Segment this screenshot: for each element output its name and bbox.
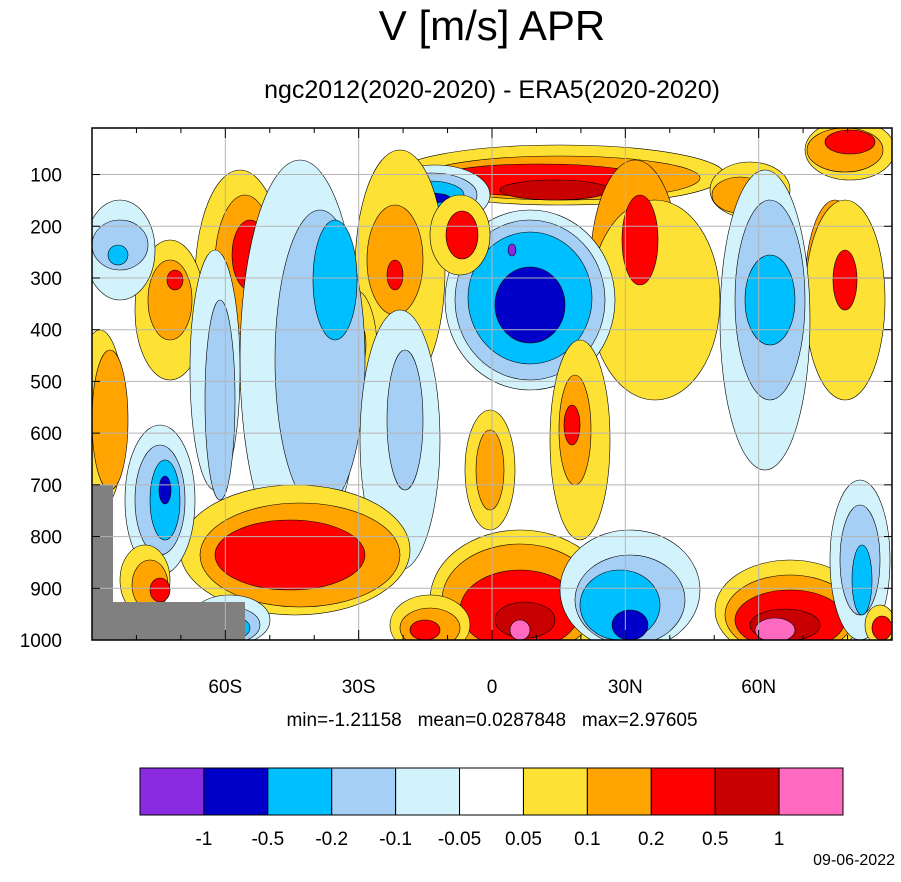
chart-title: V [m/s] APR (378, 2, 606, 49)
chart-subtitle: ngc2012(2020-2020) - ERA5(2020-2020) (264, 76, 720, 104)
x-tick-label: 30N (608, 677, 643, 698)
y-tick-label: 200 (30, 217, 62, 238)
y-tick-label: 700 (30, 476, 62, 497)
contour-region (754, 617, 796, 640)
colorbar-label: -1 (195, 829, 212, 850)
contour-region (563, 404, 581, 446)
missing-data-mask (92, 485, 245, 640)
x-tick-label: 60S (208, 677, 242, 698)
colorbar-swatch (203, 767, 269, 816)
colorbar-swatch (395, 767, 461, 816)
colorbar-label: 0.05 (505, 829, 542, 850)
contour-region (509, 619, 531, 640)
colorbar-swatch (650, 767, 716, 816)
stat-min: min=-1.21158 (286, 710, 402, 731)
colorbar-swatch (459, 767, 524, 816)
colorbar-swatch (267, 767, 333, 816)
contour-region (851, 544, 873, 616)
contour-region (107, 244, 129, 266)
contour-region (611, 609, 649, 640)
colorbar-label: 0.2 (638, 829, 664, 850)
contour-region (409, 619, 441, 640)
colorbar-label: -0.2 (315, 829, 348, 850)
stat-mean: mean=0.0287848 (417, 710, 567, 731)
contour-region (149, 577, 171, 603)
colorbar-swatch (139, 767, 205, 816)
x-tick-label: 60N (741, 677, 776, 698)
contour-region (824, 129, 876, 155)
contour-region (92, 349, 129, 491)
contour-region (871, 615, 892, 640)
contour-region (386, 259, 404, 291)
contour-field (92, 128, 892, 640)
colorbar-swatch (522, 767, 588, 816)
grid-lines (92, 128, 892, 640)
colorbar: -1 -0.5 -0.2 -0.1 -0.05 0.05 0.1 0.2 0.5 1 (139, 767, 844, 850)
stats-line: min=-1.21158 mean=0.0287848 max=2.97605 (0, 710, 901, 732)
x-tick-label: 30S (342, 677, 376, 698)
contour-region (312, 219, 358, 341)
contour-region (507, 243, 517, 257)
contour-region (832, 249, 858, 311)
colorbar-swatch (586, 767, 652, 816)
contour-region (214, 519, 366, 591)
colorbar-label: -0.5 (251, 829, 284, 850)
contour-region (386, 349, 424, 491)
colorbar-label: 0.5 (702, 829, 728, 850)
colorbar-label: -0.1 (379, 829, 412, 850)
y-tick-label: 600 (30, 424, 62, 445)
colorbar-swatch (778, 767, 844, 816)
y-tick-label: 300 (30, 269, 62, 290)
contour-region (204, 299, 236, 501)
axis-ticks: 100 200 300 400 500 600 700 800 900 1000 60S 30S 0 30… (20, 128, 892, 698)
colorbar-label: -0.05 (438, 829, 481, 850)
contour-region (158, 475, 172, 505)
contour-region (744, 254, 796, 346)
y-tick-label: 100 (30, 166, 62, 187)
colorbar-swatch (714, 767, 780, 816)
date-stamp: 09-06-2022 (813, 852, 895, 869)
contour-region (494, 266, 566, 344)
contour-region (621, 194, 659, 286)
contour-region (166, 269, 184, 291)
y-tick-label: 800 (30, 528, 62, 549)
contour-region (499, 179, 611, 201)
colorbar-swatch (331, 767, 397, 816)
y-tick-label: 1000 (20, 631, 62, 652)
stat-max: max=2.97605 (581, 710, 698, 731)
colorbar-label: 0.1 (574, 829, 600, 850)
y-tick-label: 500 (30, 372, 62, 393)
contour-region (475, 429, 505, 511)
y-tick-label: 900 (30, 579, 62, 600)
contour-region (445, 210, 479, 260)
y-tick-label: 400 (30, 321, 62, 342)
x-tick-label: 0 (487, 677, 498, 698)
colorbar-label: 1 (774, 829, 785, 850)
